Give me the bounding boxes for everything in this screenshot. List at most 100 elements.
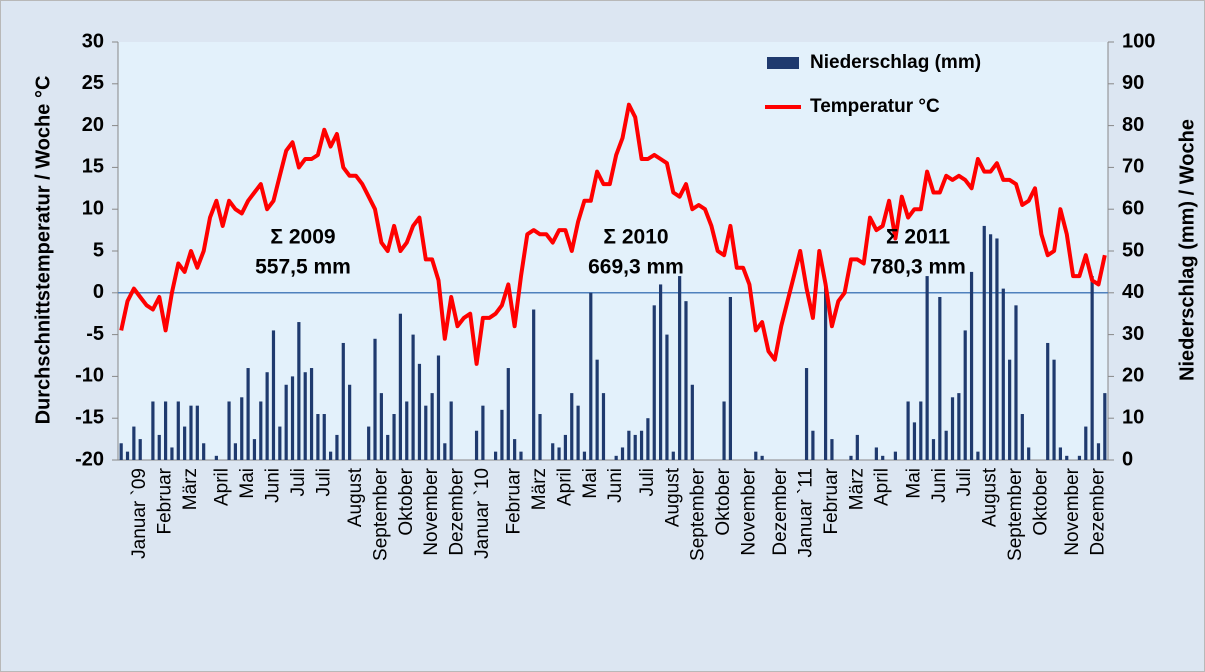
- bar: [589, 292, 593, 460]
- x-tick-label: November: [421, 467, 442, 555]
- y2-tick-label: 0: [1122, 448, 1133, 470]
- bar: [931, 439, 936, 460]
- x-tick-label: Februar: [821, 467, 842, 534]
- bar: [1001, 288, 1005, 460]
- bar: [138, 439, 142, 460]
- x-tick-label: Januar `09: [129, 468, 150, 559]
- annotation: Σ 2010: [603, 226, 668, 249]
- x-tick-label: Januar `11: [796, 468, 817, 557]
- bar: [195, 405, 199, 460]
- line: [119, 102, 1107, 366]
- bar: [519, 451, 523, 460]
- x-tick-label: Juli: [313, 468, 334, 497]
- annotation: 780,3 mm: [870, 256, 966, 279]
- x-tick-label: Februar: [155, 467, 176, 534]
- bar: [601, 393, 606, 460]
- bar: [392, 414, 396, 460]
- bar: [493, 451, 498, 460]
- bar: [170, 447, 174, 460]
- bar: [1052, 359, 1056, 460]
- y2-tick-label: 30: [1122, 323, 1144, 345]
- bar: [1008, 359, 1012, 460]
- bar: [938, 296, 942, 460]
- bar: [919, 401, 923, 460]
- bar: [760, 455, 764, 460]
- bar: [652, 305, 656, 460]
- bar: [849, 455, 853, 460]
- y-tick-label: 15: [82, 156, 104, 178]
- bar: [684, 301, 688, 460]
- bar: [823, 284, 828, 460]
- bar: [278, 426, 282, 460]
- x-tick-label: Oktober: [396, 467, 417, 535]
- bar: [240, 397, 244, 460]
- bar: [348, 384, 352, 460]
- bar: [1103, 393, 1107, 460]
- x-tick-label: Juni: [929, 468, 950, 503]
- y-tick-label: 25: [82, 72, 104, 94]
- bar: [405, 401, 409, 460]
- bar: [722, 401, 726, 460]
- bar: [532, 309, 536, 460]
- bar: [988, 234, 993, 460]
- bar: [944, 430, 948, 460]
- bar: [214, 455, 218, 460]
- bar: [430, 393, 434, 460]
- bar: [633, 434, 637, 460]
- bar: [297, 322, 301, 460]
- bar: [893, 451, 898, 460]
- bar: [963, 330, 967, 460]
- x-tick-label: Juli: [637, 468, 658, 497]
- bar: [506, 368, 510, 460]
- y-axis-label: Durchschnittstemperatur / Woche °C: [32, 76, 54, 425]
- bar: [646, 418, 650, 460]
- x-tick-label: Mai: [237, 468, 258, 499]
- legend-swatch: [767, 57, 799, 69]
- bar: [969, 271, 974, 460]
- bar: [189, 405, 193, 460]
- y2-tick-label: 50: [1122, 239, 1144, 261]
- bar: [855, 434, 859, 460]
- y2-tick-label: 60: [1122, 197, 1144, 219]
- x-tick-label: März: [180, 468, 201, 510]
- bar: [678, 276, 682, 460]
- x-tick-label: September: [1005, 467, 1026, 561]
- bar: [1090, 276, 1094, 460]
- y2-tick-label: 20: [1122, 365, 1144, 387]
- bar: [424, 405, 428, 460]
- bar: [627, 430, 631, 460]
- bar: [322, 414, 326, 460]
- bar: [183, 426, 187, 460]
- y-tick-label: 20: [82, 114, 104, 136]
- annotation: Σ 2009: [270, 226, 335, 249]
- bar: [411, 334, 415, 460]
- bar: [906, 401, 910, 460]
- bar: [500, 409, 504, 460]
- bar: [576, 405, 580, 460]
- bar: [950, 397, 955, 460]
- y-tick-label: -5: [86, 323, 104, 345]
- y-tick-label: 30: [82, 30, 104, 52]
- y-tick-label: -20: [75, 448, 104, 470]
- bar: [1014, 305, 1018, 460]
- bar: [595, 359, 599, 460]
- x-tick-label: März: [529, 468, 550, 510]
- x-tick-label: März: [846, 468, 867, 510]
- bar: [754, 451, 758, 460]
- bar: [1084, 426, 1088, 460]
- annotation: Σ 2011: [886, 226, 950, 249]
- x-tick-label: Oktober: [713, 467, 734, 535]
- y2-axis-label: Niederschlag (mm) / Woche: [1176, 119, 1198, 381]
- bar: [284, 384, 288, 460]
- y2-tick-label: 80: [1122, 114, 1144, 136]
- bar: [982, 225, 986, 460]
- x-tick-label: September: [370, 467, 391, 561]
- bar: [912, 422, 917, 460]
- y-tick-label: -15: [75, 406, 104, 428]
- bar: [119, 443, 123, 460]
- x-tick-label: Februar: [504, 467, 525, 534]
- bar: [925, 276, 929, 460]
- bar: [132, 426, 136, 460]
- bar: [151, 401, 155, 460]
- bar: [551, 443, 555, 460]
